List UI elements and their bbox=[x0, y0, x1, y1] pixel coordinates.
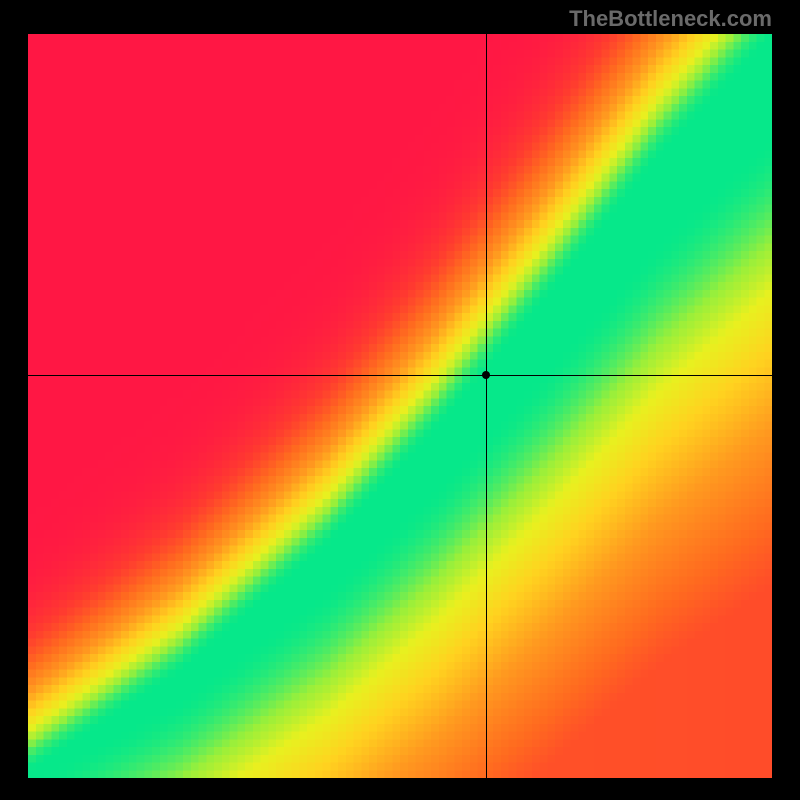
watermark-text: TheBottleneck.com bbox=[569, 6, 772, 32]
plot-area bbox=[28, 34, 772, 778]
heatmap-canvas bbox=[28, 34, 772, 778]
crosshair-vertical bbox=[486, 34, 487, 778]
chart-container: TheBottleneck.com bbox=[0, 0, 800, 800]
crosshair-horizontal bbox=[28, 375, 772, 376]
plot-frame bbox=[28, 34, 772, 778]
crosshair-marker bbox=[482, 371, 490, 379]
